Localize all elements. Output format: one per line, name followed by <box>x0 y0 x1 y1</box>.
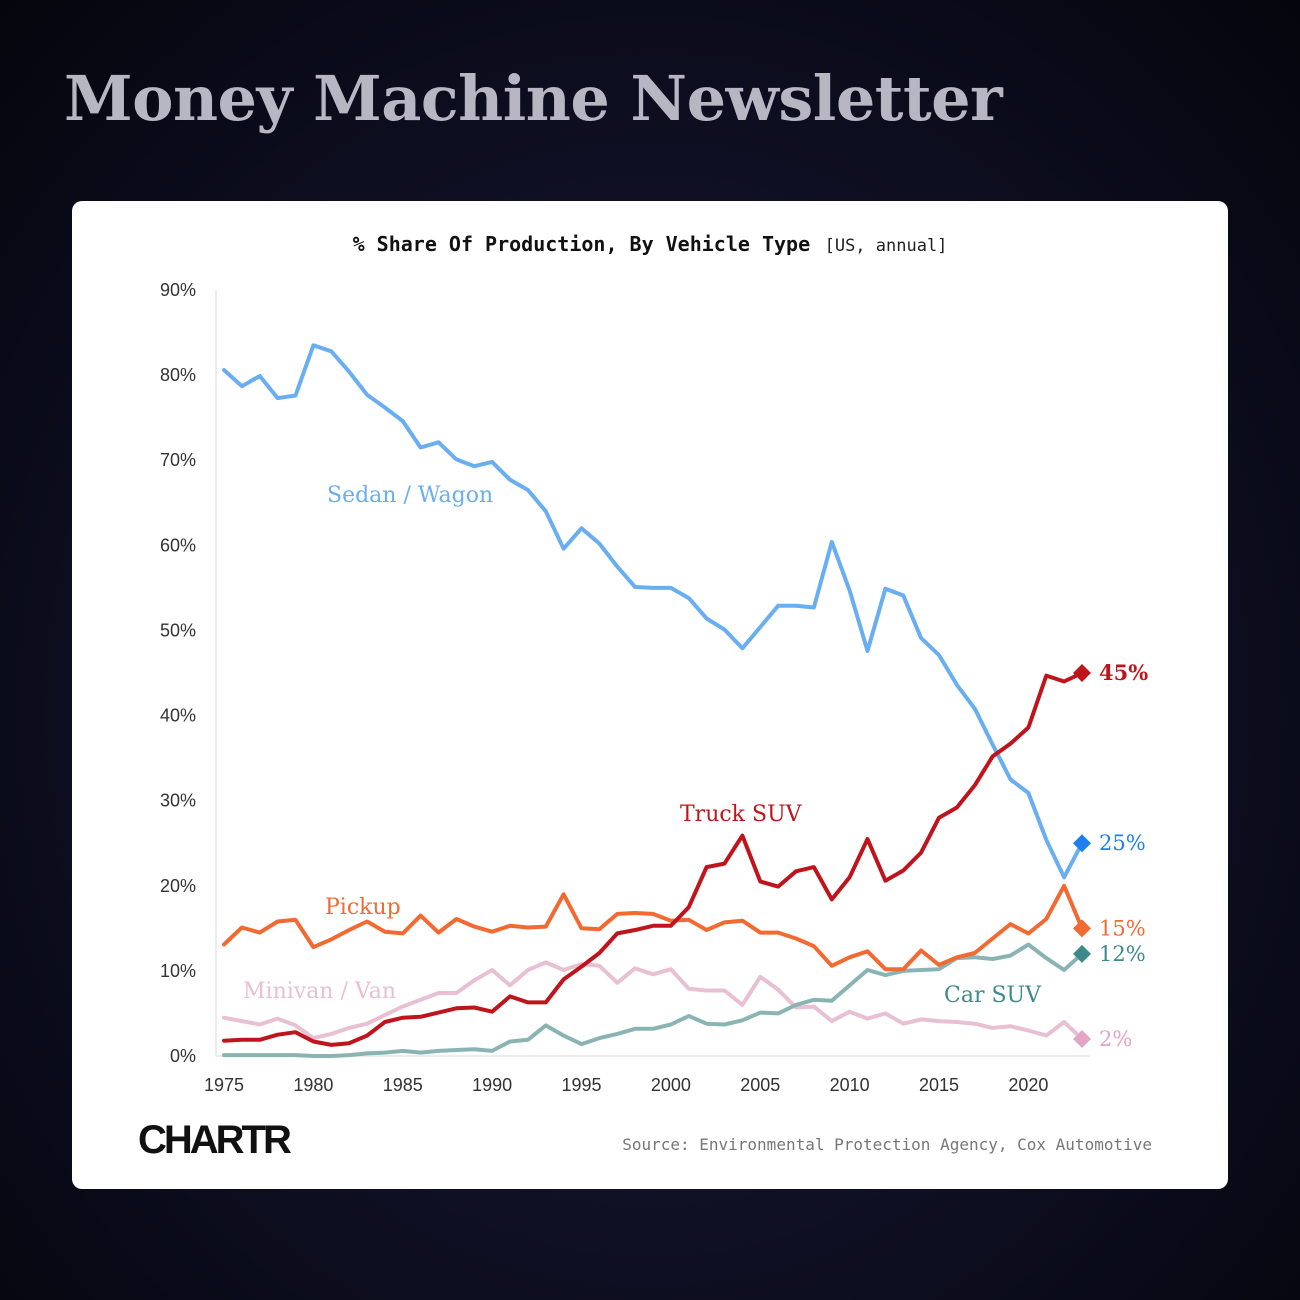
end-label-pickup: 15% <box>1099 916 1146 940</box>
end-label-truck-suv: 45% <box>1099 660 1148 685</box>
x-tick-label: 1980 <box>293 1075 333 1095</box>
end-marker-car-suv <box>1073 944 1091 963</box>
y-tick-label: 20% <box>160 876 196 896</box>
source-note: Source: Environmental Protection Agency,… <box>622 1135 1152 1154</box>
chart-title: % Share Of Production, By Vehicle Type [… <box>353 232 948 256</box>
x-tick-label: 2010 <box>830 1075 870 1095</box>
x-tick-label: 2020 <box>1008 1075 1048 1095</box>
end-marker-truck-suv <box>1073 664 1091 682</box>
end-marker-minivan-van <box>1073 1029 1091 1048</box>
x-tick-label: 1985 <box>383 1075 423 1095</box>
x-tick-label: 1995 <box>561 1075 601 1095</box>
series-line-sedan-wagon <box>222 343 1084 880</box>
end-markers: 25% 45% 15% 2% 12% <box>1073 660 1148 1051</box>
series-label-truck-suv: Truck SUV <box>680 802 803 827</box>
series-label-car-suv: Car SUV <box>944 983 1042 1008</box>
y-tick-label: 60% <box>160 535 196 555</box>
chartr-logo: CHARTR <box>138 1118 292 1162</box>
series-label-pickup: Pickup <box>325 895 401 920</box>
series-line-pickup <box>222 883 1084 972</box>
end-label-car-suv: 12% <box>1099 942 1146 966</box>
y-tick-label: 30% <box>160 791 196 811</box>
y-tick-label: 80% <box>160 365 196 385</box>
x-tick-label: 1990 <box>472 1075 512 1095</box>
series-labels: Sedan / Wagon Truck SUV Pickup Minivan / Va… <box>243 483 1042 1008</box>
y-tick-label: 40% <box>160 706 196 726</box>
series-label-minivan-van: Minivan / Van <box>243 979 396 1004</box>
x-tick-label: 2000 <box>651 1075 691 1095</box>
chart-axes: 0% 10% 20% 30% 40% 50% 60% 70% 80% 90% 1975 1980 198… <box>160 280 1090 1095</box>
series-lines <box>222 343 1084 1058</box>
chart-card: % Share Of Production, By Vehicle Type [… <box>72 201 1228 1189</box>
end-label-minivan-van: 2% <box>1099 1027 1132 1051</box>
line-chart: % Share Of Production, By Vehicle Type [… <box>160 232 1148 1095</box>
series-line-car-suv <box>222 942 1084 1058</box>
end-marker-pickup <box>1073 919 1091 938</box>
series-line-minivan-van <box>222 960 1084 1041</box>
y-tick-label: 50% <box>160 620 196 640</box>
y-tick-label: 90% <box>160 280 196 300</box>
series-line-truck-suv <box>222 671 1084 1047</box>
y-tick-label: 10% <box>160 961 196 981</box>
chart-subtitle: [US, annual] <box>825 236 948 256</box>
end-marker-sedan-wagon <box>1073 834 1091 853</box>
end-label-sedan-wagon: 25% <box>1099 831 1146 855</box>
series-label-sedan-wagon: Sedan / Wagon <box>327 483 493 508</box>
chart-title-main: % Share Of Production, By Vehicle Type <box>353 232 811 256</box>
x-tick-label: 1975 <box>204 1075 244 1095</box>
x-tick-label: 2015 <box>919 1075 959 1095</box>
newsletter-title: Money Machine Newsletter <box>64 62 1003 135</box>
y-tick-label: 0% <box>170 1046 196 1066</box>
y-tick-label: 70% <box>160 450 196 470</box>
x-tick-label: 2005 <box>740 1075 780 1095</box>
